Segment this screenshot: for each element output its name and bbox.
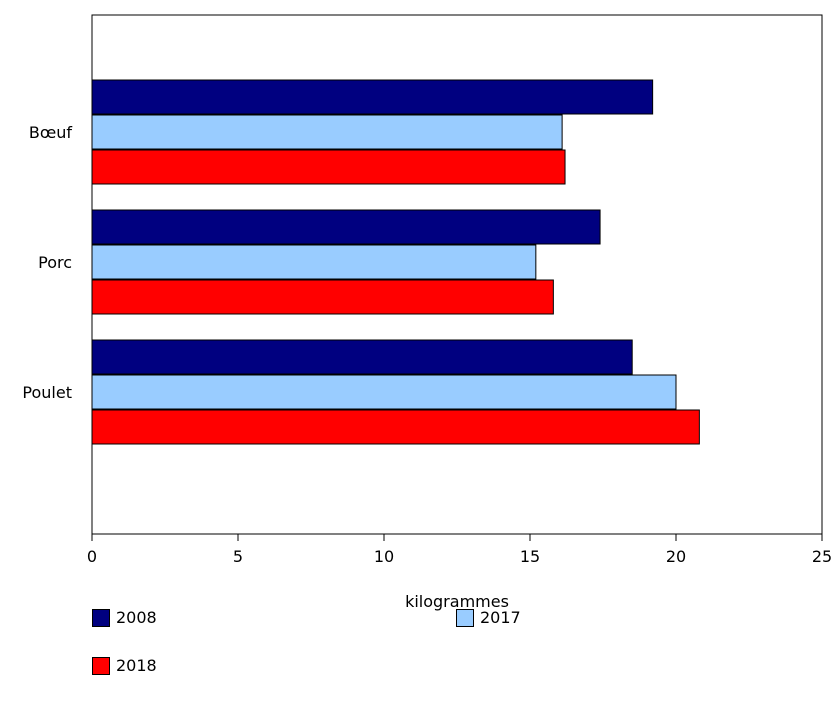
bar-buf-2017 bbox=[91, 114, 563, 150]
x-tick-label: 10 bbox=[374, 547, 394, 566]
bar-buf-2008 bbox=[91, 79, 654, 115]
bar-poulet-2017 bbox=[91, 374, 677, 410]
x-tick-label: 0 bbox=[87, 547, 97, 566]
bar-buf-2018 bbox=[91, 149, 566, 185]
x-tick-label: 20 bbox=[666, 547, 686, 566]
category-label: Bœuf bbox=[29, 123, 72, 142]
bar-poulet-2018 bbox=[91, 409, 700, 445]
x-tick-label: 25 bbox=[812, 547, 832, 566]
x-tick-label: 5 bbox=[233, 547, 243, 566]
category-label: Poulet bbox=[22, 383, 72, 402]
category-label: Porc bbox=[38, 253, 72, 272]
x-axis: 0 5 10 15 20 25 bbox=[87, 534, 832, 566]
bars-group bbox=[91, 79, 700, 445]
x-axis-title: kilogrammes bbox=[405, 592, 509, 611]
bar-poulet-2008 bbox=[91, 339, 633, 375]
bar-porc-2008 bbox=[91, 209, 601, 245]
category-labels: Bœuf Porc Poulet bbox=[22, 123, 72, 402]
bar-porc-2018 bbox=[91, 279, 554, 315]
bar-porc-2017 bbox=[91, 244, 537, 280]
x-tick-label: 15 bbox=[520, 547, 540, 566]
